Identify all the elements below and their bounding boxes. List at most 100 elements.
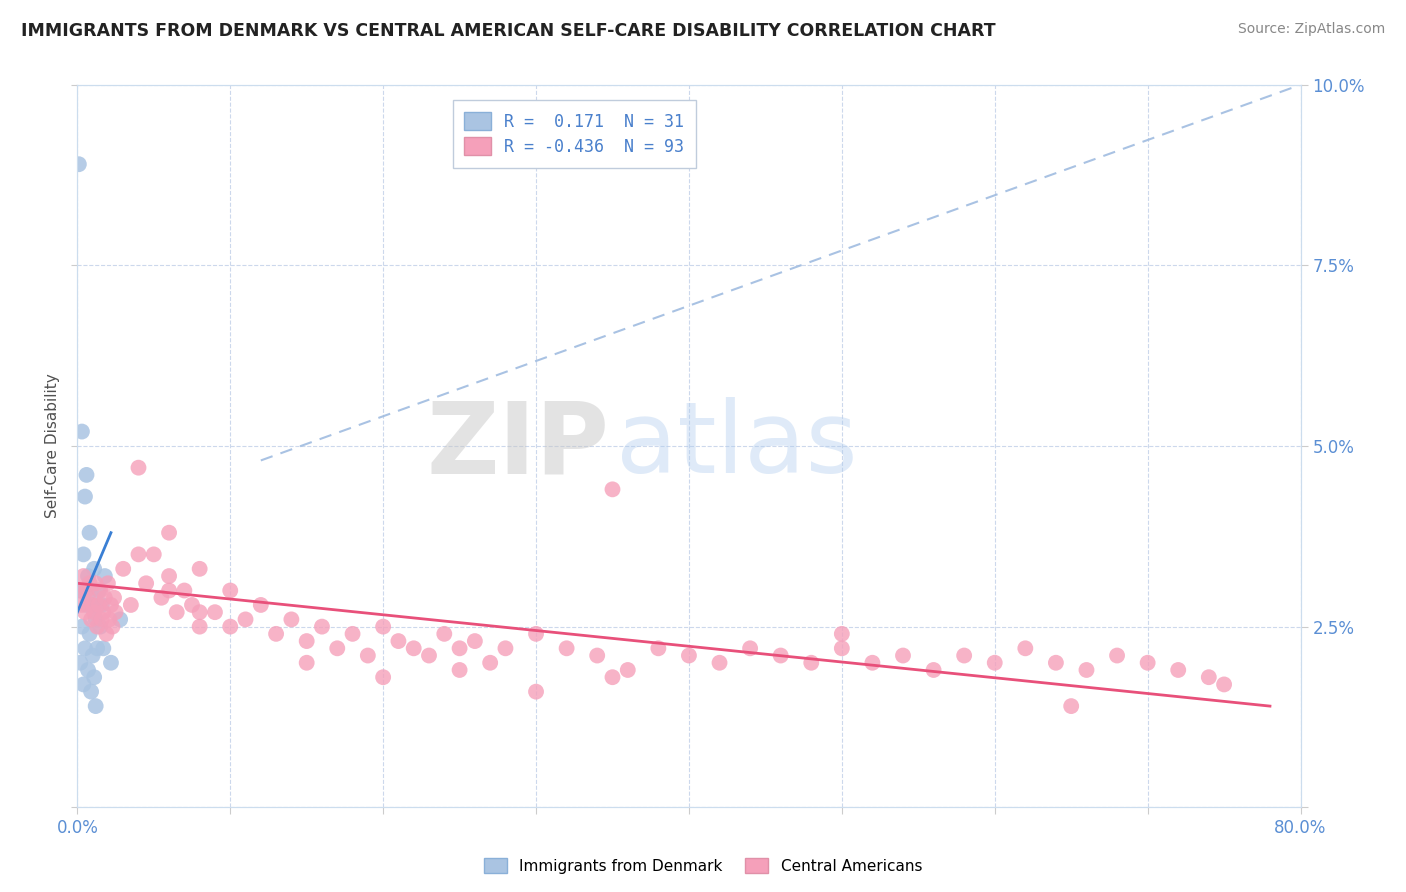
- Point: [80, 583, 103, 598]
- Legend: R =  0.171  N = 31, R = -0.436  N = 93: R = 0.171 N = 31, R = -0.436 N = 93: [453, 100, 696, 168]
- Point: [1045, 656, 1067, 670]
- Point: [77, 591, 100, 605]
- Point: [103, 591, 125, 605]
- Point: [72, 677, 94, 691]
- Point: [1107, 648, 1129, 663]
- Point: [602, 483, 624, 497]
- Point: [127, 460, 149, 475]
- Point: [740, 641, 762, 656]
- Point: [862, 656, 884, 670]
- Point: [326, 641, 349, 656]
- Text: atlas: atlas: [616, 398, 858, 494]
- Point: [98, 612, 121, 626]
- Point: [831, 627, 853, 641]
- Point: [157, 569, 180, 583]
- Point: [91, 641, 114, 656]
- Point: [1136, 656, 1159, 670]
- Point: [97, 576, 120, 591]
- Point: [86, 641, 108, 656]
- Point: [157, 525, 180, 540]
- Point: [891, 648, 914, 663]
- Point: [235, 612, 257, 626]
- Point: [120, 598, 142, 612]
- Point: [433, 627, 456, 641]
- Point: [617, 663, 640, 677]
- Point: [87, 583, 110, 598]
- Point: [495, 641, 517, 656]
- Point: [524, 627, 547, 641]
- Point: [80, 684, 103, 698]
- Point: [371, 670, 394, 684]
- Point: [79, 576, 101, 591]
- Point: [402, 641, 425, 656]
- Point: [188, 562, 211, 576]
- Point: [127, 548, 149, 562]
- Point: [250, 598, 273, 612]
- Point: [524, 684, 547, 698]
- Point: [100, 598, 122, 612]
- Point: [89, 583, 111, 598]
- Text: ZIP: ZIP: [426, 398, 609, 494]
- Point: [449, 663, 471, 677]
- Point: [1198, 670, 1220, 684]
- Point: [73, 641, 96, 656]
- Text: IMMIGRANTS FROM DENMARK VS CENTRAL AMERICAN SELF-CARE DISABILITY CORRELATION CHA: IMMIGRANTS FROM DENMARK VS CENTRAL AMERI…: [21, 22, 995, 40]
- Point: [91, 605, 114, 619]
- Point: [371, 619, 394, 633]
- Point: [357, 648, 380, 663]
- Point: [82, 598, 104, 612]
- Point: [311, 619, 333, 633]
- Point: [219, 619, 242, 633]
- Point: [831, 641, 853, 656]
- Point: [342, 627, 364, 641]
- Point: [1213, 677, 1236, 691]
- Point: [70, 598, 93, 612]
- Point: [76, 467, 98, 482]
- Point: [76, 598, 98, 612]
- Point: [188, 619, 211, 633]
- Point: [108, 612, 131, 626]
- Point: [90, 598, 112, 612]
- Point: [157, 583, 180, 598]
- Point: [84, 612, 107, 626]
- Point: [800, 656, 823, 670]
- Point: [69, 583, 91, 598]
- Point: [602, 670, 624, 684]
- Point: [142, 548, 165, 562]
- Point: [112, 562, 135, 576]
- Point: [647, 641, 669, 656]
- Point: [80, 612, 103, 626]
- Y-axis label: Self-Care Disability: Self-Care Disability: [45, 374, 60, 518]
- Point: [769, 648, 792, 663]
- Point: [67, 157, 90, 171]
- Point: [295, 634, 318, 648]
- Point: [709, 656, 731, 670]
- Point: [94, 569, 117, 583]
- Point: [586, 648, 609, 663]
- Point: [555, 641, 578, 656]
- Point: [96, 627, 118, 641]
- Point: [135, 576, 157, 591]
- Point: [295, 656, 318, 670]
- Point: [79, 627, 101, 641]
- Point: [86, 619, 108, 633]
- Point: [84, 699, 107, 714]
- Point: [181, 598, 204, 612]
- Point: [69, 656, 91, 670]
- Point: [418, 648, 440, 663]
- Point: [83, 562, 105, 576]
- Point: [173, 583, 195, 598]
- Point: [72, 548, 94, 562]
- Point: [387, 634, 409, 648]
- Point: [1014, 641, 1036, 656]
- Point: [77, 569, 100, 583]
- Point: [449, 641, 471, 656]
- Point: [82, 648, 104, 663]
- Point: [204, 605, 226, 619]
- Point: [1060, 699, 1083, 714]
- Point: [678, 648, 700, 663]
- Point: [72, 569, 94, 583]
- Point: [984, 656, 1007, 670]
- Point: [70, 619, 93, 633]
- Point: [83, 670, 105, 684]
